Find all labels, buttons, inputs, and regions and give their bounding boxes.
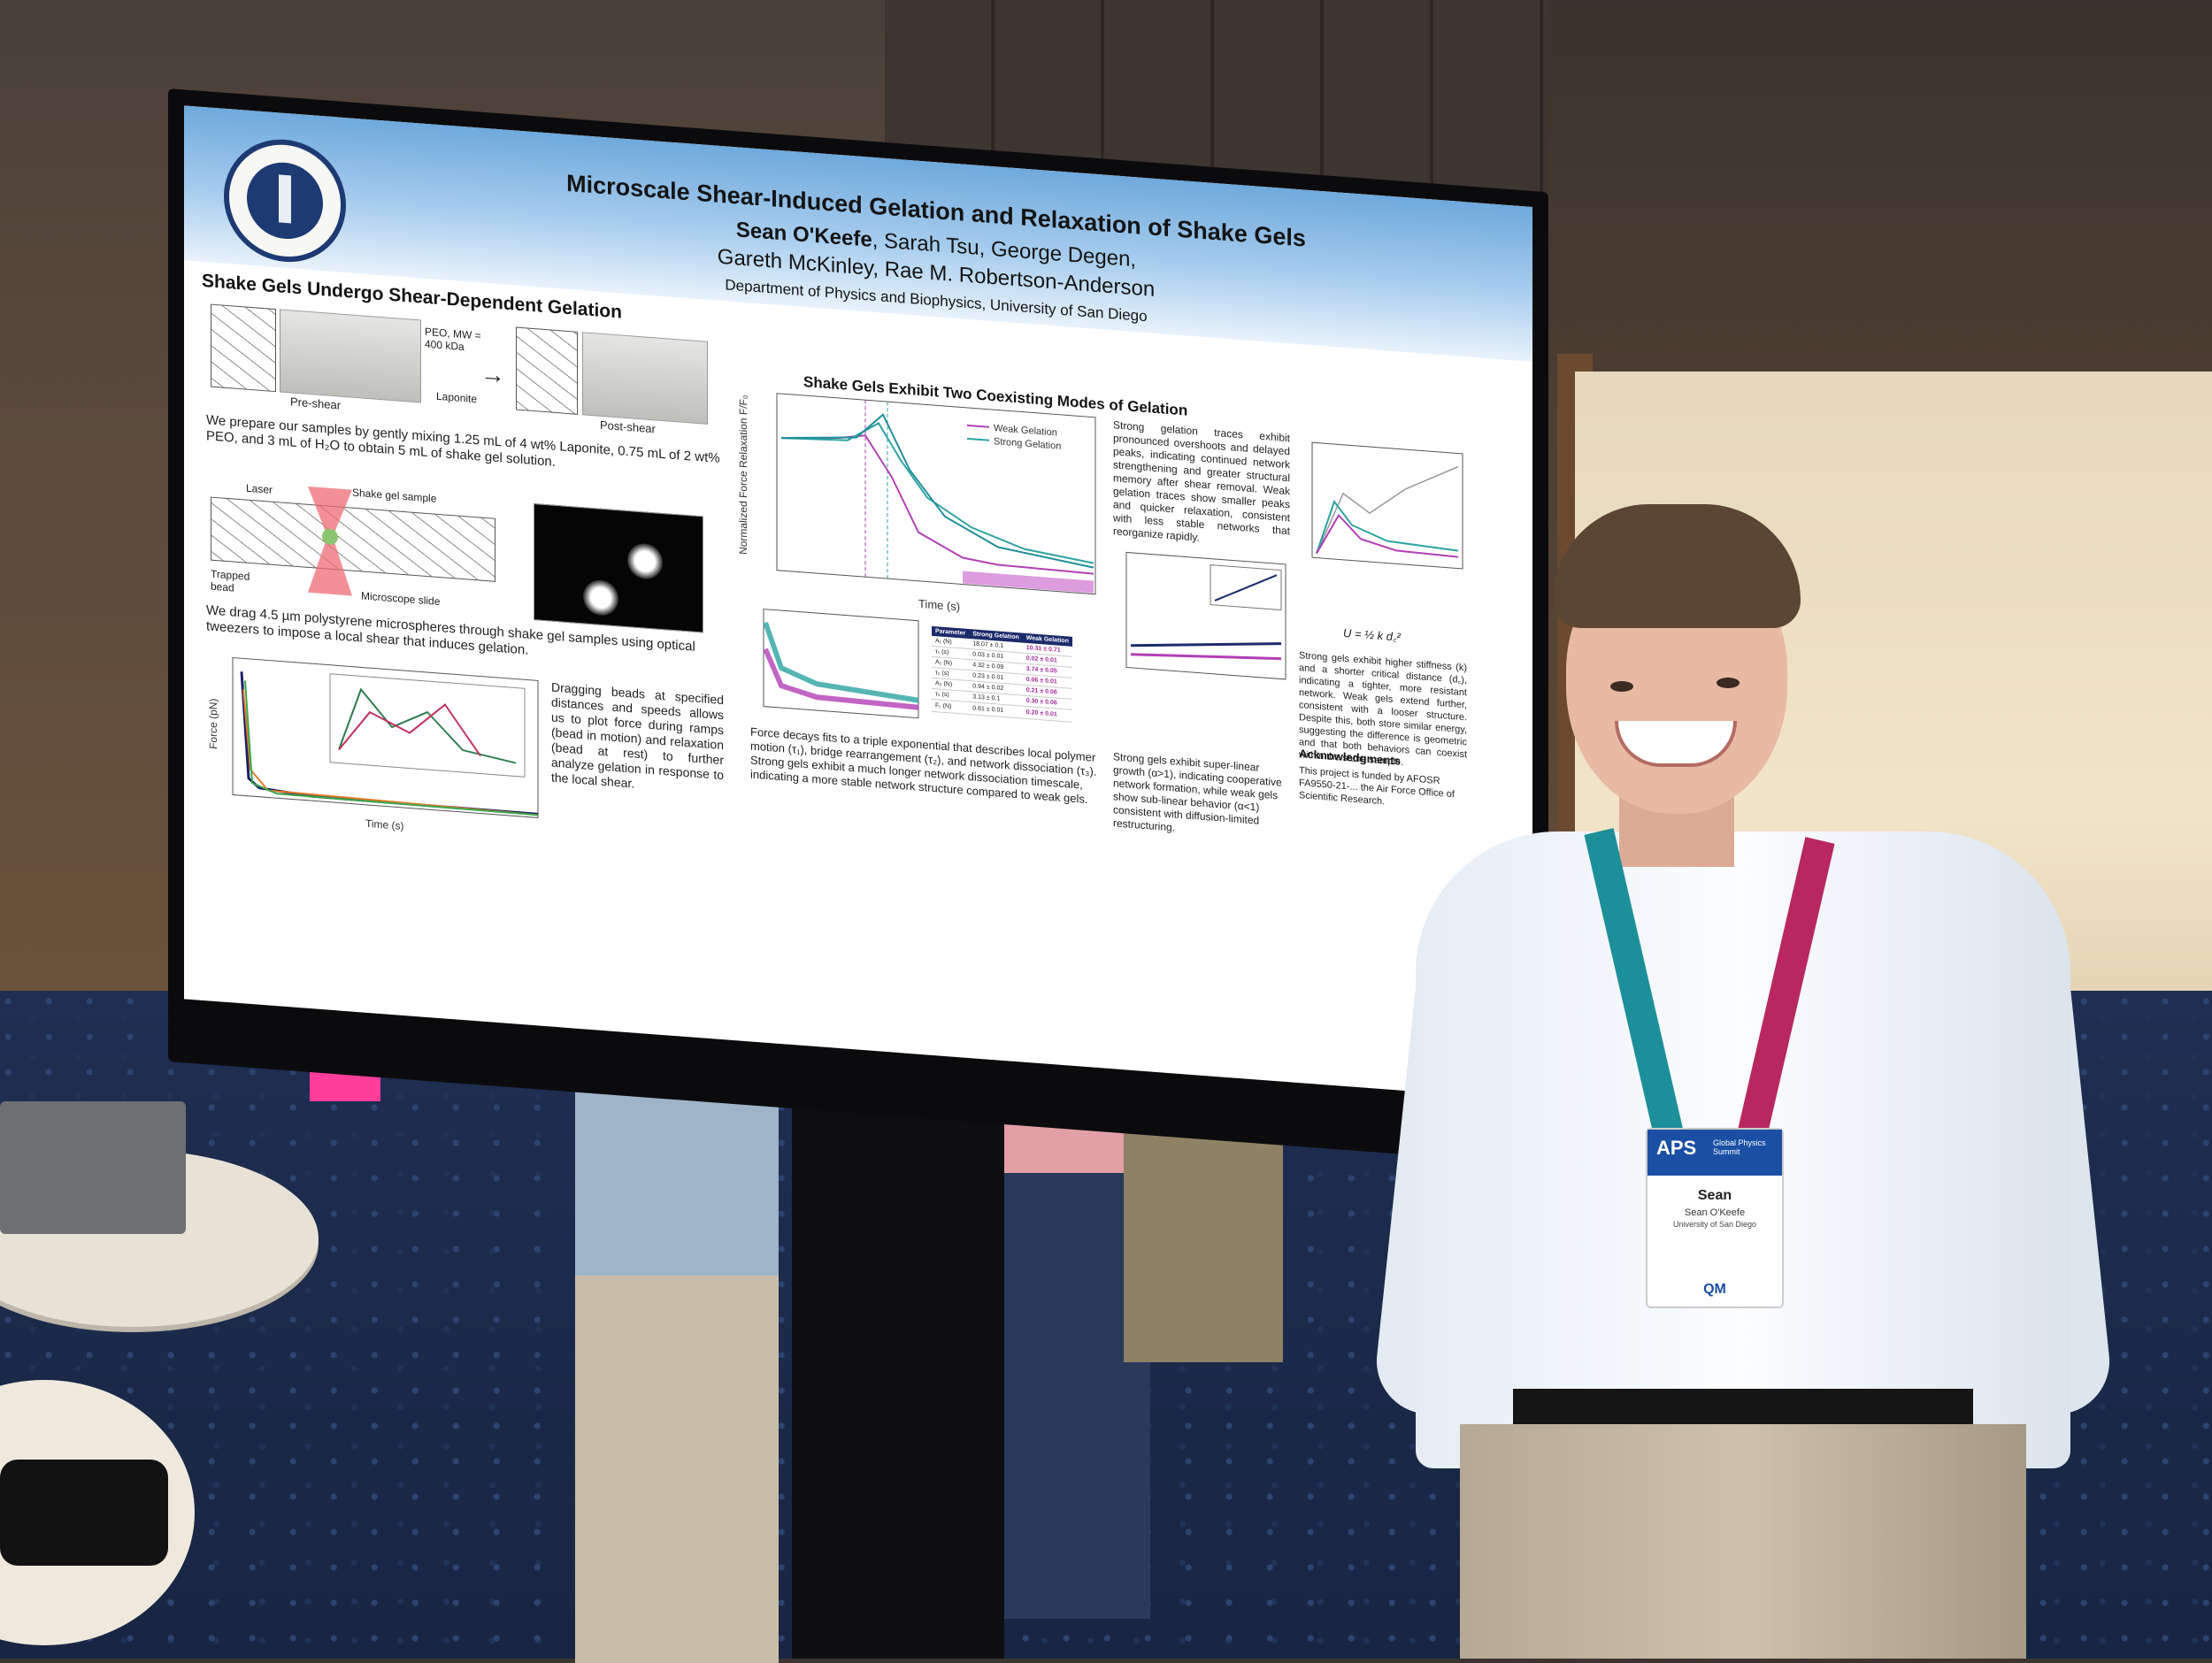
pre-shear-sketch	[211, 303, 276, 393]
badge-full-name: Sean O'Keefe	[1684, 1207, 1746, 1218]
ramp-relaxation-text: Dragging beads at specified distances an…	[551, 679, 724, 791]
strong-weak-text: Strong gelation traces exhibit pronounce…	[1113, 418, 1290, 544]
pre-shear-label: Pre-shear	[290, 395, 342, 412]
growth-fit-chart	[1125, 551, 1286, 680]
laser-beam-diagram	[308, 486, 352, 596]
decay-fit-text: Force decays fits to a triple exponentia…	[750, 724, 1097, 807]
sponsor-logo: QM	[1703, 1282, 1726, 1297]
name-badge: APS Global Physics Summit Sean Sean O'Ke…	[1646, 1128, 1784, 1308]
force-time-chart: Time (s) Force (pN)	[207, 656, 539, 832]
attendee-background	[575, 1017, 779, 1663]
post-shear-vial-photo	[582, 332, 708, 425]
khaki-pants	[1460, 1424, 2026, 1659]
poster-screen: Microscale Shear-Induced Gelation and Re…	[184, 105, 1532, 1100]
svg-text:Time (s): Time (s)	[918, 597, 960, 614]
black-belt	[1513, 1389, 1973, 1426]
display-monitor: Microscale Shear-Induced Gelation and Re…	[168, 88, 1548, 1166]
post-shear-sketch	[516, 326, 578, 415]
slide-label: Microscope slide	[361, 589, 441, 609]
arrow-right-icon: →	[480, 359, 505, 389]
monitor-bezel: Microscale Shear-Induced Gelation and Re…	[168, 88, 1548, 1166]
badge-first-name: Sean	[1697, 1188, 1732, 1203]
svg-text:Normalized Force Relaxation F/: Normalized Force Relaxation F/F₀	[737, 395, 749, 556]
force-distance-chart	[1311, 441, 1463, 570]
laponite-label: Laponite	[436, 389, 478, 406]
presenter-sean: APS Global Physics Summit Sean Sean O'Ke…	[1371, 504, 2115, 1659]
aps-logo-text: APS	[1656, 1137, 1697, 1159]
normalized-force-chart: Weak Gelation Strong Gelation Time (s) N…	[737, 393, 1096, 614]
laptop	[0, 1101, 186, 1234]
bead-microscopy-image	[534, 503, 703, 633]
badge-organization: University of San Diego	[1672, 1220, 1757, 1229]
svg-text:Weak Gelation: Weak Gelation	[994, 423, 1057, 438]
pre-shear-vial-photo	[280, 309, 421, 403]
decay-fit-table: Parameter Strong Gelation Weak Gelation …	[932, 625, 1072, 723]
energy-equation: U = ½ k d꜀²	[1343, 625, 1401, 644]
decay-fit-chart	[763, 609, 919, 719]
laptop-bag	[0, 1460, 168, 1566]
post-shear-label: Post-shear	[600, 418, 656, 436]
trapped-bead-label: Trapped bead	[211, 567, 250, 594]
growth-text: Strong gels exhibit super-linear growth …	[1113, 750, 1282, 834]
peo-label: PEO, MW = 400 kDa	[425, 325, 481, 354]
svg-text:Force (pN): Force (pN)	[207, 698, 219, 749]
svg-text:Time (s): Time (s)	[365, 817, 403, 832]
laser-label: Laser	[246, 481, 273, 496]
hair	[1553, 504, 1801, 628]
tower-icon	[279, 174, 291, 224]
svg-text:Strong Gelation: Strong Gelation	[994, 436, 1061, 452]
